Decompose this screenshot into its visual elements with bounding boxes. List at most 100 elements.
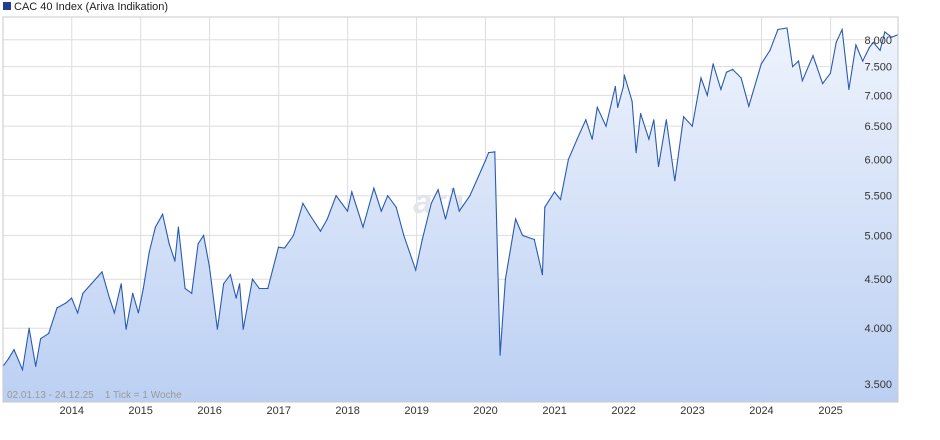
data-point (591, 138, 593, 140)
data-point (553, 191, 556, 193)
data-point (177, 226, 179, 228)
x-tick-label: 2024 (749, 405, 773, 417)
data-point (614, 85, 616, 88)
y-tick-label: 6.000 (864, 154, 892, 166)
data-point (631, 100, 633, 102)
data-point (437, 189, 439, 191)
data-point (884, 31, 886, 33)
data-point (403, 234, 405, 236)
data-point (576, 138, 578, 140)
data-point (235, 297, 237, 299)
data-point (239, 283, 241, 285)
data-point (267, 287, 269, 290)
data-point (683, 116, 685, 118)
x-tick-label: 2015 (128, 405, 152, 417)
legend-swatch (3, 2, 11, 10)
data-point (862, 60, 864, 62)
data-point (56, 307, 58, 309)
data-point (208, 265, 210, 267)
data-point (515, 218, 517, 220)
data-point (28, 327, 30, 329)
x-tick-label: 2025 (818, 405, 842, 417)
data-point (541, 274, 544, 276)
data-point (13, 349, 15, 351)
data-points (2, 27, 899, 371)
x-axis-labels: 2014 2015 2016 2017 2018 2019 2020 2021 2022 2023… (60, 405, 843, 417)
data-point (469, 195, 471, 197)
data-point (48, 332, 50, 334)
data-point (605, 125, 607, 127)
data-point (868, 47, 870, 49)
data-point (284, 247, 286, 249)
data-point (65, 302, 67, 304)
data-point (635, 152, 637, 154)
data-point (229, 274, 231, 276)
x-tick-label: 2020 (473, 405, 497, 417)
data-point (35, 365, 37, 367)
y-tick-label: 8.000 (864, 35, 892, 47)
data-point (544, 206, 546, 208)
data-point (415, 269, 417, 271)
data-point (82, 292, 84, 294)
data-point (559, 198, 562, 201)
area-fill (3, 28, 898, 402)
data-point (148, 251, 150, 253)
data-point (748, 105, 750, 107)
data-point (191, 292, 193, 294)
data-point (142, 287, 144, 290)
data-point (622, 85, 625, 88)
x-tick-label: 2017 (266, 405, 290, 417)
data-point (494, 151, 496, 153)
data-point (720, 88, 722, 90)
data-point (653, 119, 655, 121)
data-point (596, 106, 598, 108)
data-point (71, 297, 73, 299)
data-point (674, 180, 676, 182)
data-point (387, 195, 389, 197)
data-point (168, 243, 170, 245)
data-point (657, 165, 660, 168)
data-point (872, 41, 874, 44)
data-point (137, 312, 139, 314)
data-point (120, 283, 122, 285)
x-tick-label: 2023 (680, 405, 704, 417)
data-point (452, 187, 454, 189)
data-point (740, 77, 742, 79)
data-point (504, 278, 506, 280)
data-point (108, 297, 111, 299)
y-tick-label: 5.500 (864, 191, 892, 203)
y-axis-labels: 3.500 4.000 4.500 5.000 5.500 6.000 6.500 7.000… (864, 35, 892, 391)
data-point (848, 88, 850, 90)
data-point (712, 63, 714, 65)
data-point (648, 138, 650, 140)
data-point (197, 243, 199, 245)
x-tick-label: 2021 (542, 405, 566, 417)
data-point (585, 119, 587, 121)
data-point (8, 357, 10, 359)
data-point (309, 214, 311, 216)
data-point (786, 27, 788, 29)
data-point (533, 238, 535, 241)
data-point (484, 160, 486, 162)
data-point (444, 218, 447, 220)
data-point (792, 66, 794, 68)
data-point (277, 246, 280, 248)
data-point (777, 28, 779, 31)
data-point (351, 191, 353, 193)
data-point (362, 226, 364, 228)
data-point (174, 260, 176, 262)
data-point (732, 68, 734, 70)
data-point (101, 271, 103, 273)
data-point (90, 283, 92, 285)
data-point (346, 210, 349, 212)
x-tick-label: 2016 (197, 405, 221, 417)
data-point (706, 94, 708, 96)
data-point (499, 354, 501, 356)
data-point (640, 113, 642, 115)
data-point (292, 234, 295, 236)
data-point (812, 55, 814, 57)
data-point (373, 187, 375, 189)
data-point (242, 328, 244, 330)
data-point (623, 74, 625, 76)
